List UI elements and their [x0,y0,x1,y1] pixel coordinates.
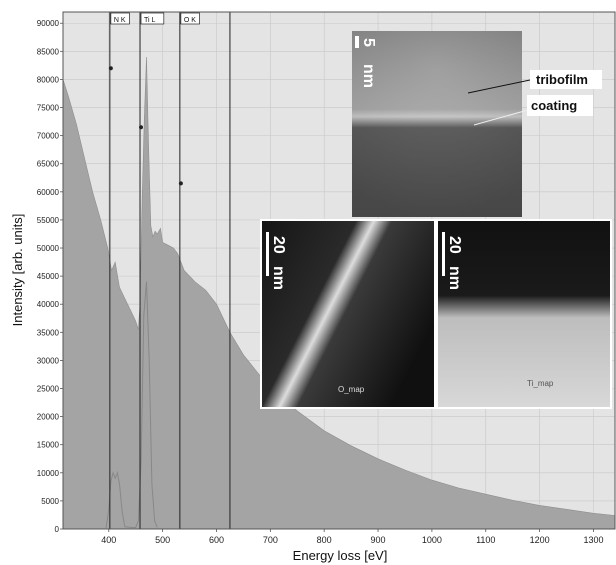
edge-label-box [140,12,165,25]
tem-scale-bar [355,36,359,48]
data-layer [63,56,615,529]
o-map-caption: O_map [338,385,365,394]
x-tick-label: 800 [317,535,332,545]
ti-map-inset: 20 nm Ti_map [436,219,612,409]
tem-scale-unit: nm [360,64,377,88]
y-tick-label: 35000 [37,328,60,337]
edge-label: N K [114,17,126,24]
x-axis-ticks: 400 500 600 700 800 900 1000 1100 1200 1300 [101,529,603,545]
y-tick-label: 50000 [37,244,60,253]
y-tick-label: 5000 [41,497,59,506]
edge-marker-dot [178,181,183,186]
y-tick-label: 0 [55,525,60,534]
o-map-inset: 20 nm O_map [260,219,436,409]
plot-frame [62,11,616,530]
coating-label-bg [527,95,593,116]
ti-map-scale-unit: nm [446,266,463,290]
x-tick-label: 500 [155,535,170,545]
y-tick-label: 45000 [37,272,60,281]
o-map-scale-bar [266,232,269,276]
spectrum-area [63,56,615,529]
y-tick-label: 15000 [37,441,60,450]
tem-inset: 5 nm tribofilm coating [352,31,602,217]
x-tick-label: 600 [209,535,224,545]
edge-label: Ti L [144,17,156,24]
tribofilm-label: tribofilm [536,72,588,87]
x-tick-label: 900 [371,535,386,545]
x-tick-label: 1200 [530,535,550,545]
y-tick-label: 20000 [37,413,60,422]
edge-marker-dot [139,125,144,130]
o-map-scale-unit: nm [270,266,287,290]
y-tick-label: 30000 [37,356,60,365]
y-axis-title: Intensity [arb. units] [10,214,25,327]
y-axis-ticks: 0 5000 10000 15000 20000 25000 30000 35000 40000… [37,19,63,534]
tem-scale-value: 5 [360,38,377,47]
ti-map-caption: Ti_map [527,379,554,388]
x-tick-label: 1100 [476,535,495,545]
edge-label-box [180,12,200,25]
tribofilm-label-bg [530,70,602,89]
y-tick-label: 70000 [37,132,60,141]
y-tick-label: 40000 [37,300,60,309]
x-tick-label: 1000 [422,535,442,545]
edge-label-box [110,12,130,25]
ti-map-scale-value: 20 [446,236,463,254]
y-tick-label: 90000 [37,19,60,28]
y-tick-label: 10000 [37,469,60,478]
y-tick-label: 60000 [37,188,60,197]
x-tick-label: 1300 [583,535,603,545]
y-tick-label: 55000 [37,216,60,225]
tribofilm-pointer [467,79,531,94]
y-tick-label: 80000 [37,75,60,84]
y-tick-label: 25000 [37,385,60,394]
coating-label: coating [531,98,577,113]
edge-label: O K [184,17,196,24]
x-axis-title: Energy loss [eV] [293,548,388,563]
coating-pointer [473,109,529,126]
edge-marker-dot [108,66,113,71]
subtracted-signal-line [105,281,158,529]
y-tick-label: 85000 [37,47,60,56]
x-tick-label: 400 [101,535,116,545]
y-tick-label: 65000 [37,160,60,169]
o-map-scale-value: 20 [270,236,287,254]
ti-map-scale-bar [442,232,445,276]
x-tick-label: 700 [263,535,278,545]
y-tick-label: 75000 [37,104,60,113]
edge-markers: N K Ti L O K [108,12,231,529]
